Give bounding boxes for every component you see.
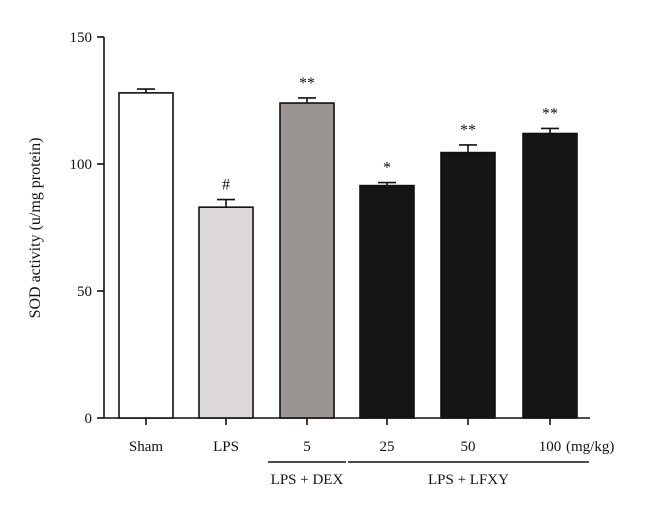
significance-marker: ** [460,122,476,139]
bar [198,206,254,419]
x-tick-label: 25 [380,439,395,455]
bar [522,132,578,419]
x-tick-label: 100 [539,439,562,455]
bar [440,151,496,419]
y-tick-label: 50 [77,284,92,300]
significance-marker: * [383,160,391,177]
significance-marker: # [222,177,230,194]
x-tick-label: 50 [461,439,476,455]
group-labels: LPS + DEX LPS + LFXY [268,461,589,488]
group-label: LPS + LFXY [428,472,509,488]
y-axis: 0 50 100 150 [70,30,105,427]
bars: #******* [118,75,578,419]
significance-marker: ** [542,105,558,122]
x-tick-label: LPS [213,439,239,455]
bar [359,184,415,419]
y-axis-label: SOD activity (u/mg protein) [27,138,44,319]
x-tick-label: Sham [129,439,164,455]
group-label: LPS + DEX [271,472,344,488]
bar [118,92,174,419]
y-tick-label: 100 [70,157,93,173]
bar [279,102,335,419]
significance-marker: ** [299,75,315,92]
x-tick-label: 5 [303,439,311,455]
y-tick-label: 150 [70,30,93,46]
y-tick-label: 0 [85,411,93,427]
x-axis: Sham LPS 5 25 50 100 (mg/kg) [104,417,614,455]
x-unit-label: (mg/kg) [566,439,614,455]
